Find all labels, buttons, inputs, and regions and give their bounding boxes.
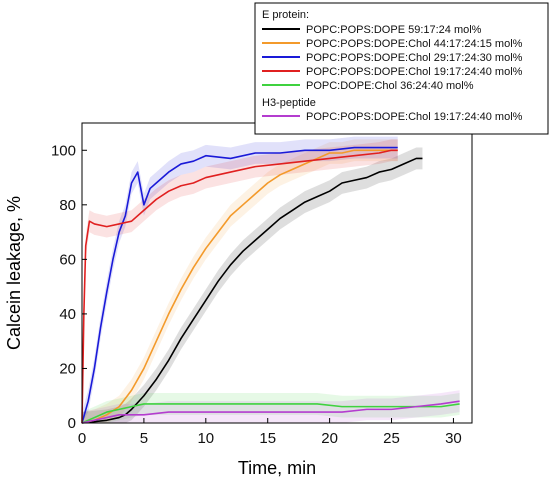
y-tick-label: 100 — [51, 142, 76, 159]
legend-label-6: POPC:POPS:DOPE:Chol 19:17:24:40 mol% — [306, 111, 523, 123]
x-axis-title: Time, min — [238, 458, 316, 478]
error-band-6 — [82, 390, 460, 423]
legend-label-5: POPC:DOPE:Chol 36:24:40 mol% — [306, 80, 474, 92]
x-tick-label: 0 — [78, 430, 86, 447]
x-tick-label: 5 — [140, 430, 148, 447]
series-line-2 — [81, 149, 398, 424]
y-tick-label: 40 — [59, 306, 76, 323]
legend-label-2: POPC:POPS:DOPE:Chol 44:17:24:15 mol% — [306, 38, 523, 50]
series-line-4 — [81, 149, 398, 424]
x-tick-label: 25 — [383, 430, 400, 447]
y-axis: 0 20 40 60 80 100 — [51, 142, 87, 432]
legend-group-e-protein: E protein: — [262, 9, 309, 21]
series-lines — [81, 146, 460, 424]
error-band-5 — [82, 393, 460, 423]
legend-label-4: POPC:POPS:DOPE:Chol 19:17:24:40 mol% — [306, 66, 523, 78]
y-tick-label: 60 — [59, 251, 76, 268]
x-tick-label: 20 — [321, 430, 338, 447]
legend-group-h3-peptide: H3-peptide — [262, 97, 316, 109]
error-bands — [82, 136, 460, 424]
y-tick-label: 20 — [59, 360, 76, 377]
legend: E protein: H3-peptide POPC:POPS:DOPE 59:… — [254, 2, 549, 135]
error-band-1 — [82, 147, 423, 423]
x-tick-label: 15 — [259, 430, 276, 447]
x-tick-label: 10 — [197, 430, 214, 447]
legend-label-3: POPC:POPS:DOPE:Chol 29:17:24:30 mol% — [306, 52, 523, 64]
series-line-5 — [81, 403, 460, 424]
series-line-1 — [81, 157, 423, 424]
series-line-6 — [81, 400, 460, 424]
y-tick-label: 0 — [68, 415, 76, 432]
y-axis-title: Calcein leakage, % — [4, 196, 24, 350]
legend-box — [254, 2, 549, 135]
series-line-3 — [81, 146, 398, 424]
x-tick-label: 30 — [445, 430, 462, 447]
x-axis: 0 5 10 15 20 25 30 — [78, 418, 462, 447]
legend-label-1: POPC:POPS:DOPE 59:17:24 mol% — [306, 24, 482, 36]
y-tick-label: 80 — [59, 197, 76, 214]
